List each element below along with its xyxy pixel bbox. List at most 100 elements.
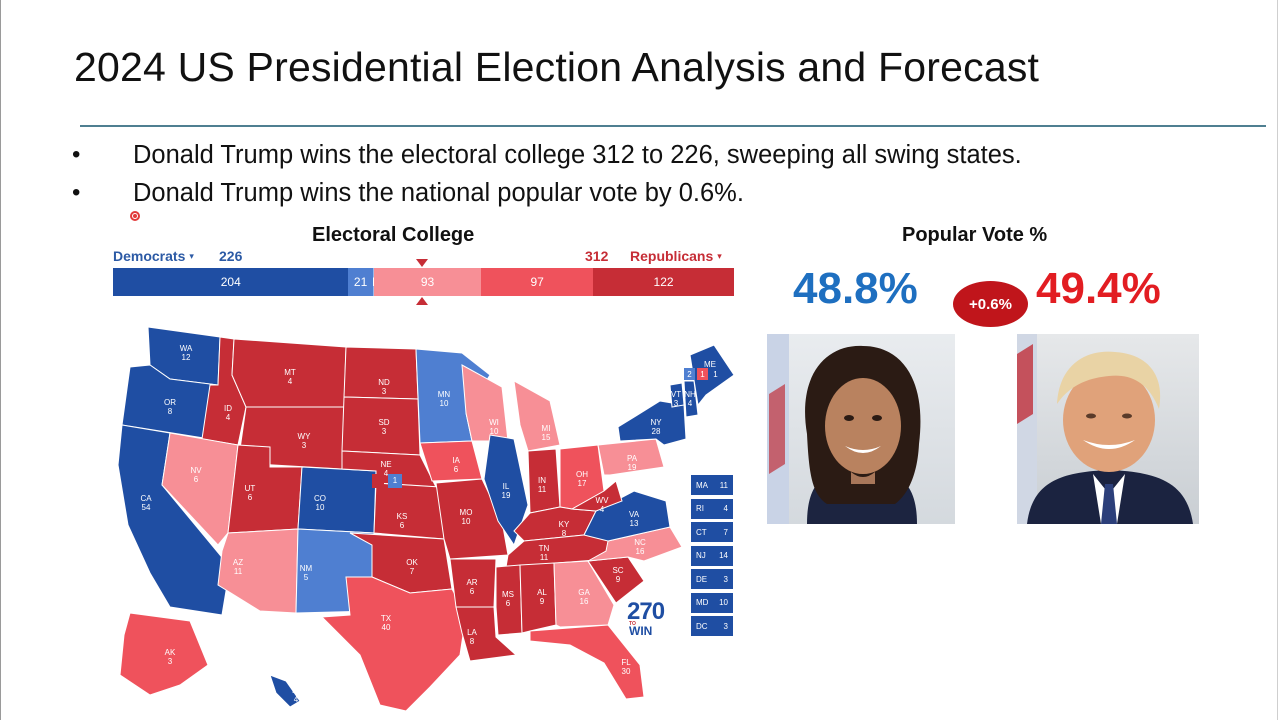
state-ev-label: 10 [440, 399, 449, 408]
state-nh[interactable] [683, 380, 699, 418]
state-ev-label: 4 [226, 413, 231, 422]
state-ev-label: 6 [248, 493, 253, 502]
electoral-bar: 2042119397122 [113, 268, 734, 296]
state-ev-label: 19 [628, 463, 637, 472]
state-ev-label: 7 [410, 567, 415, 576]
small-state-box-ma[interactable]: MA 11 [691, 475, 733, 495]
state-ev-label: 4 [294, 695, 299, 704]
democrats-dropdown[interactable]: Democrats ▾ [113, 248, 194, 264]
republicans-dropdown[interactable]: Republicans ▾ [630, 248, 722, 264]
small-state-ev: 7 [723, 527, 728, 537]
state-ev-label: 6 [194, 475, 199, 484]
state-wv[interactable] [570, 480, 623, 512]
small-state-box-md[interactable]: MD 10 [691, 592, 733, 613]
state-ak[interactable] [119, 612, 209, 696]
state-tx[interactable] [320, 576, 467, 712]
electoral-bar-segment: 97 [481, 268, 594, 296]
me-district-2: 1 [697, 368, 708, 380]
small-state-box-nj[interactable]: NJ 14 [691, 545, 733, 566]
small-state-box-de[interactable]: DE 3 [691, 569, 733, 589]
chevron-down-icon: ▾ [189, 251, 194, 261]
state-co[interactable] [297, 466, 377, 534]
state-abbr-label: GA [578, 588, 590, 597]
state-vt[interactable] [669, 382, 685, 408]
state-abbr-label: MN [438, 390, 451, 399]
270towin-logo: 270 [627, 598, 665, 625]
state-abbr-label: NC [634, 538, 646, 547]
title-divider [80, 125, 1266, 127]
state-abbr-label: SD [378, 418, 389, 427]
state-abbr-label: KY [559, 520, 570, 529]
state-abbr-label: NH [684, 390, 696, 399]
state-abbr-label: WY [298, 432, 312, 441]
popular-vote-margin-badge: +0.6% [953, 281, 1028, 327]
state-il[interactable] [483, 434, 529, 547]
state-abbr-label: TX [381, 614, 392, 623]
state-ms[interactable] [495, 564, 523, 636]
state-abbr-label: AL [537, 588, 547, 597]
state-fl[interactable] [529, 624, 645, 700]
state-abbr-label: FL [621, 658, 631, 667]
state-az[interactable] [217, 528, 299, 614]
slide-right-edge [1277, 0, 1278, 720]
me-districts: 2 1 1 [684, 368, 721, 380]
small-state-abbr: RI [696, 504, 704, 513]
state-al[interactable] [519, 562, 557, 634]
state-ev-label: 11 [234, 567, 243, 576]
state-ev-label: 8 [562, 529, 567, 538]
electoral-bar-segment: 122 [593, 268, 734, 296]
state-hi[interactable] [269, 674, 301, 708]
slide-left-edge [0, 0, 1, 720]
state-abbr-label: ID [224, 404, 232, 413]
me-district-3: 1 [710, 368, 721, 380]
state-ev-label: 10 [462, 517, 471, 526]
trump-portrait [1017, 334, 1199, 524]
state-va[interactable] [583, 490, 671, 542]
me-district-1: 2 [684, 368, 695, 380]
state-abbr-label: NM [300, 564, 313, 573]
ne-district-value: 1 [388, 473, 402, 488]
state-ev-label: 16 [636, 547, 645, 556]
chevron-down-icon: ▾ [717, 251, 722, 261]
state-ev-label: 19 [502, 491, 511, 500]
state-ev-label: 30 [622, 667, 631, 676]
state-abbr-label: MT [284, 368, 296, 377]
state-ev-label: 9 [540, 597, 545, 606]
state-ks[interactable] [373, 482, 445, 540]
state-abbr-label: VT [671, 390, 681, 399]
state-ev-label: 4 [384, 469, 389, 478]
state-ev-label: 10 [490, 427, 499, 436]
state-abbr-label: MI [542, 424, 551, 433]
democrat-popular-vote: 48.8% [793, 264, 918, 313]
republicans-total: 312 [585, 248, 609, 264]
small-state-ev: 14 [719, 551, 728, 560]
state-nv[interactable] [161, 432, 239, 546]
state-abbr-label: WA [180, 344, 193, 353]
state-abbr-label: VA [629, 510, 640, 519]
state-la[interactable] [455, 606, 518, 662]
state-ev-label: 11 [538, 485, 547, 494]
small-state-box-ct[interactable]: CT 7 [691, 522, 733, 542]
small-state-ev: 3 [723, 621, 728, 631]
state-ev-label: 8 [470, 637, 475, 646]
bullet-symbol: • [72, 179, 81, 206]
midpoint-marker-top-icon [416, 259, 428, 267]
state-abbr-label: KS [397, 512, 408, 521]
state-nc[interactable] [587, 526, 683, 562]
state-abbr-label: WI [489, 418, 499, 427]
small-state-box-dc[interactable]: DC 3 [691, 616, 733, 636]
state-mi[interactable] [513, 380, 561, 452]
state-ev-label: 12 [182, 353, 191, 362]
ne-district-rep [372, 473, 384, 488]
slide-title: 2024 US Presidential Election Analysis a… [74, 44, 1040, 90]
state-abbr-label: CO [314, 494, 326, 503]
small-state-box-ri[interactable]: RI 4 [691, 498, 733, 519]
state-ny[interactable] [617, 400, 687, 446]
small-state-abbr: MD [696, 598, 709, 607]
state-ev-label: 8 [168, 407, 173, 416]
small-state-ev: 11 [719, 480, 728, 490]
state-abbr-label: ME [704, 360, 716, 369]
state-ev-label: 3 [382, 387, 387, 396]
state-abbr-label: MO [460, 508, 473, 517]
state-abbr-label: NV [190, 466, 202, 475]
